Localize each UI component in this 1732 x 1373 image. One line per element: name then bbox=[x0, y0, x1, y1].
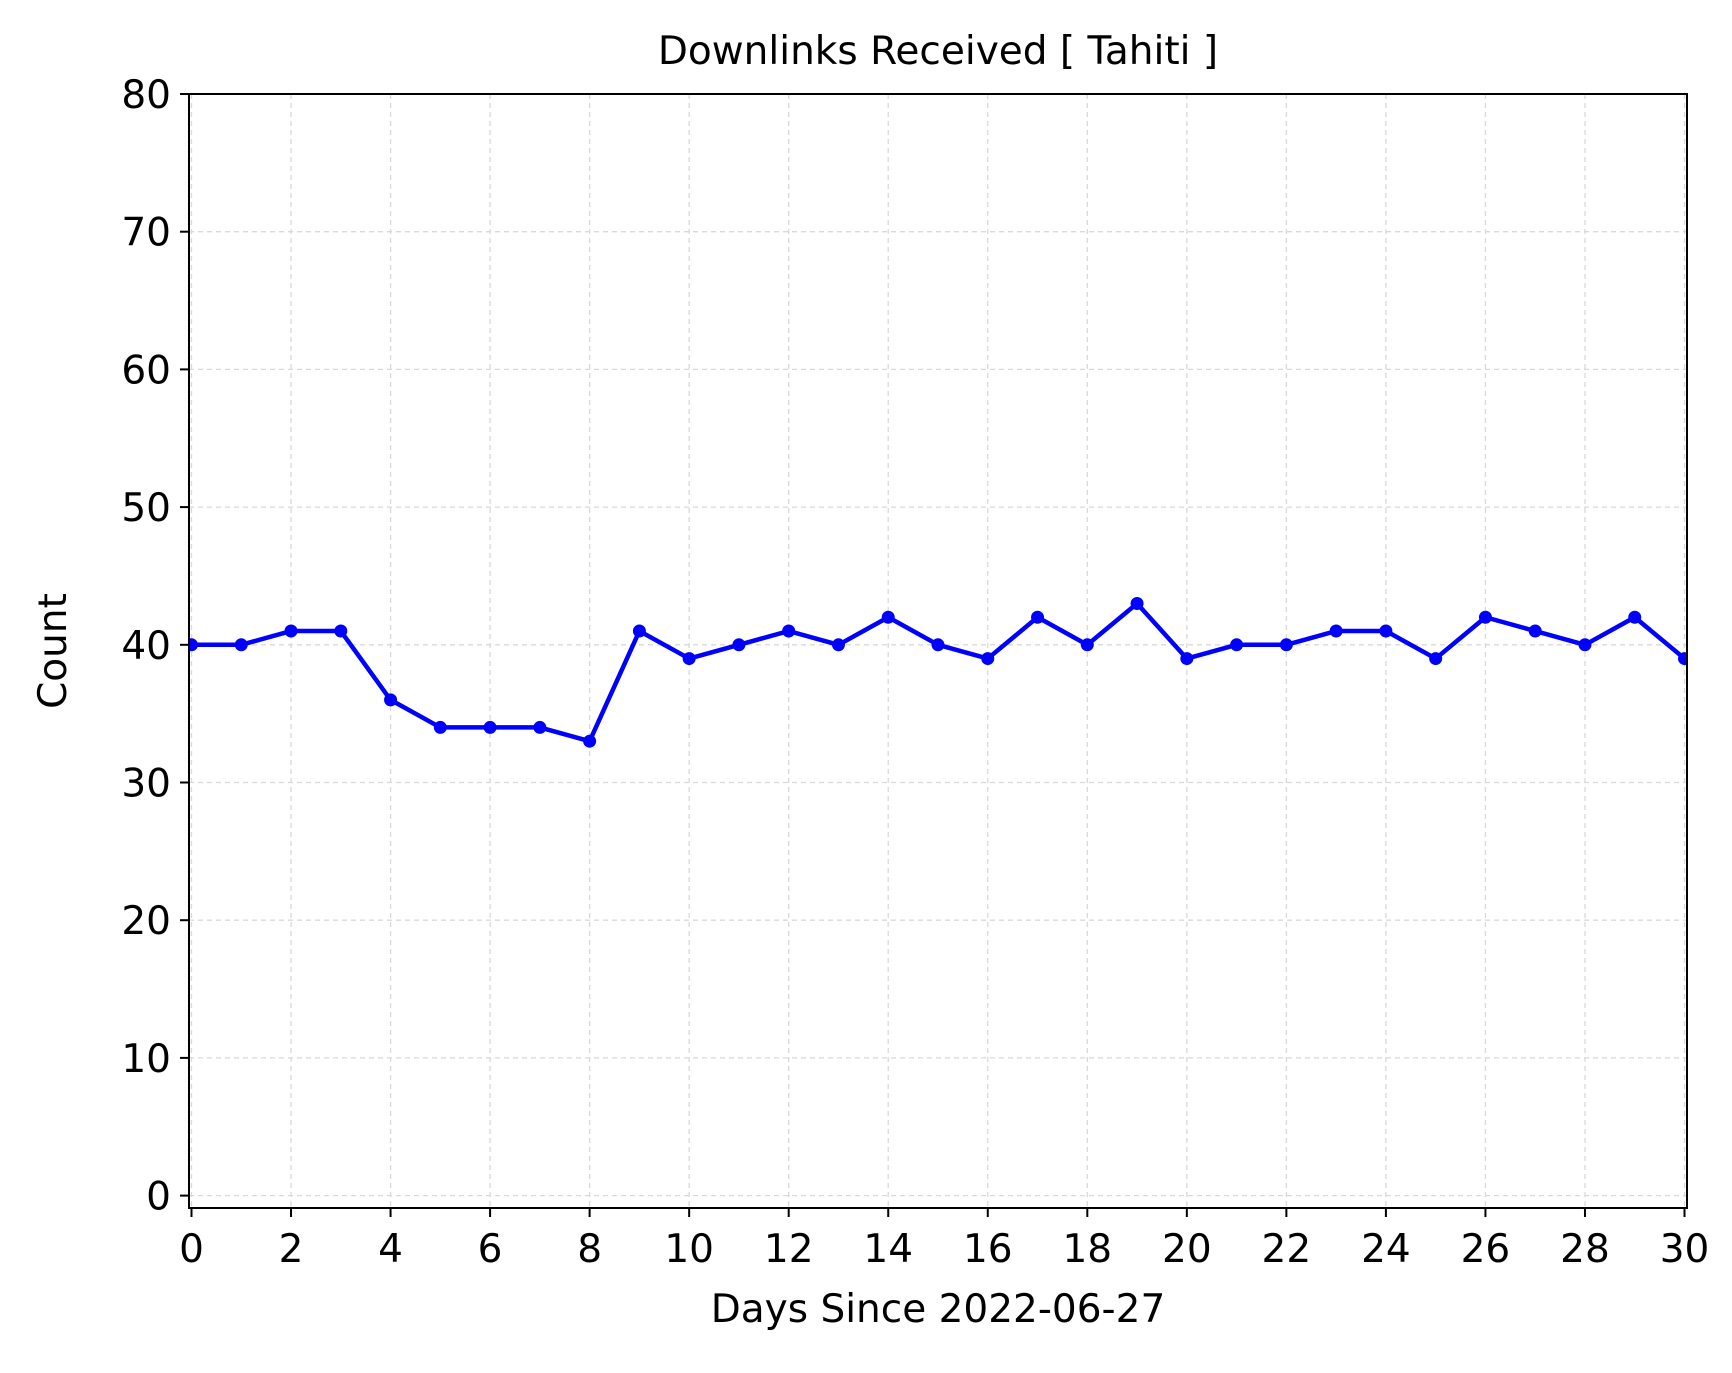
y-tick-label: 20 bbox=[121, 899, 171, 944]
data-point bbox=[1230, 638, 1244, 652]
data-point bbox=[1031, 610, 1045, 624]
data-point bbox=[1528, 624, 1542, 638]
x-tick-label: 24 bbox=[1361, 1227, 1411, 1272]
y-tick-label: 10 bbox=[121, 1037, 171, 1082]
data-point bbox=[234, 638, 248, 652]
data-point bbox=[732, 638, 746, 652]
x-tick-label: 16 bbox=[963, 1227, 1013, 1272]
data-point bbox=[284, 624, 298, 638]
data-point bbox=[831, 638, 845, 652]
chart-title: Downlinks Received [ Tahiti ] bbox=[658, 29, 1218, 74]
data-point bbox=[1080, 638, 1094, 652]
data-point bbox=[1578, 638, 1592, 652]
y-tick-label: 80 bbox=[121, 73, 171, 118]
data-point bbox=[1130, 596, 1144, 610]
x-tick-label: 30 bbox=[1660, 1227, 1710, 1272]
data-point bbox=[334, 624, 348, 638]
data-point bbox=[931, 638, 945, 652]
data-point bbox=[1478, 610, 1492, 624]
x-tick-label: 20 bbox=[1162, 1227, 1212, 1272]
data-point bbox=[981, 652, 995, 666]
data-point bbox=[881, 610, 895, 624]
data-point bbox=[1628, 610, 1642, 624]
x-tick-label: 22 bbox=[1262, 1227, 1312, 1272]
x-tick-label: 14 bbox=[863, 1227, 913, 1272]
axes: 0 2 4 6 8 10 12 14 16 18 20 22 24 26 28 300102030405060… bbox=[121, 73, 1709, 1272]
data-point bbox=[1678, 652, 1687, 666]
data-point bbox=[632, 624, 646, 638]
x-tick-label: 10 bbox=[664, 1227, 714, 1272]
x-tick-label: 8 bbox=[577, 1227, 602, 1272]
x-tick-label: 12 bbox=[764, 1227, 814, 1272]
data-point bbox=[1329, 624, 1343, 638]
y-axis-label: Count bbox=[31, 593, 76, 709]
y-tick-label: 40 bbox=[121, 624, 171, 669]
data-point bbox=[583, 734, 597, 748]
data-point bbox=[782, 624, 796, 638]
y-tick-label: 60 bbox=[121, 348, 171, 393]
data-point bbox=[384, 693, 398, 707]
x-tick-label: 6 bbox=[478, 1227, 503, 1272]
plot-frame bbox=[188, 93, 1688, 1209]
x-tick-label: 4 bbox=[378, 1227, 403, 1272]
x-axis-label: Days Since 2022-06-27 bbox=[711, 1287, 1166, 1332]
data-point bbox=[1180, 652, 1194, 666]
data-point bbox=[483, 720, 497, 734]
x-tick-label: 18 bbox=[1062, 1227, 1112, 1272]
y-tick-label: 70 bbox=[121, 211, 171, 256]
x-tick-label: 0 bbox=[179, 1227, 204, 1272]
grid bbox=[189, 93, 1687, 1208]
data-point bbox=[1279, 638, 1293, 652]
x-tick-label: 28 bbox=[1560, 1227, 1610, 1272]
data-point bbox=[533, 720, 547, 734]
x-tick-label: 26 bbox=[1461, 1227, 1511, 1272]
series-layer bbox=[189, 596, 1687, 748]
data-point bbox=[682, 652, 696, 666]
x-tick-label: 2 bbox=[279, 1227, 304, 1272]
data-point bbox=[1379, 624, 1393, 638]
y-tick-label: 30 bbox=[121, 762, 171, 807]
data-point bbox=[1429, 652, 1443, 666]
series-group bbox=[189, 596, 1687, 748]
y-tick-label: 50 bbox=[121, 486, 171, 531]
data-point bbox=[189, 638, 198, 652]
y-tick-label: 0 bbox=[146, 1175, 171, 1220]
data-point bbox=[433, 720, 447, 734]
